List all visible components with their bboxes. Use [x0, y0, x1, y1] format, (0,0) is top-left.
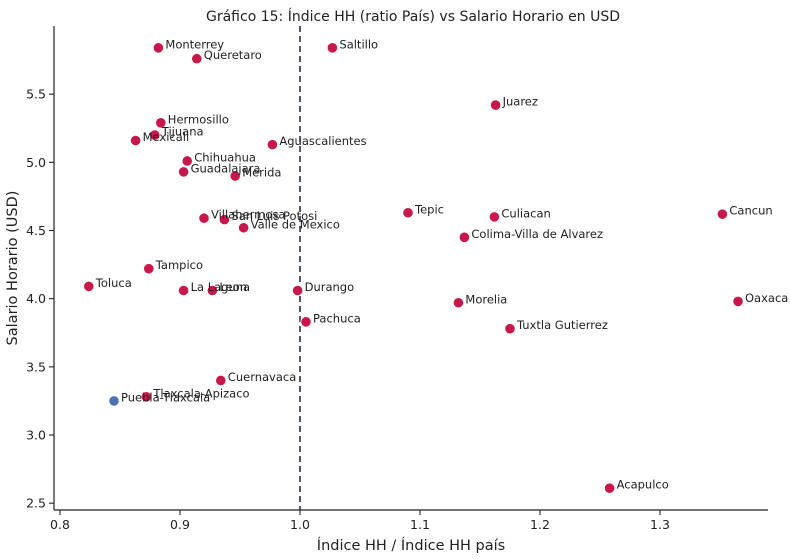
point-tlaxcala-apizaco — [140, 391, 152, 403]
point-valle-de-mexico — [238, 222, 250, 234]
point-puebla-tlaxcala — [108, 395, 120, 407]
point-chihuahua — [181, 155, 193, 167]
point-saltillo — [326, 42, 338, 54]
point-label-acapulco: Acapulco — [617, 478, 669, 492]
points-layer — [83, 42, 744, 494]
point-tuxtla-gutierrez — [504, 323, 516, 335]
point-villahermosa — [198, 212, 210, 224]
y-tick-label: 5.0 — [26, 155, 46, 170]
y-tick-label: 4.5 — [26, 223, 46, 238]
point-pachuca — [300, 316, 312, 328]
y-ticks: 2.5 3.0 3.5 4.0 4.5 5.0 5.5 — [26, 87, 54, 511]
point-monterrey — [152, 42, 164, 54]
point-juarez — [489, 99, 502, 111]
point-label-cuernavaca: Cuernavaca — [228, 370, 296, 384]
point-label-tepic: Tepic — [414, 202, 444, 216]
point-acapulco — [603, 482, 616, 494]
chart-title: Gráfico 15: Índice HH (ratio País) vs Sa… — [206, 8, 620, 25]
point-queretaro — [191, 53, 203, 65]
y-tick-label: 3.0 — [26, 428, 46, 443]
point-durango — [291, 284, 304, 297]
point-label-chihuahua: Chihuahua — [194, 150, 256, 164]
x-ticks: 0.8 0.9 1.0 1.1 1.2 1.3 — [50, 510, 670, 532]
y-tick-label: 2.5 — [26, 496, 46, 511]
point-la-laguna — [178, 284, 190, 297]
x-tick-label: 0.9 — [170, 517, 190, 532]
x-tick-label: 0.8 — [50, 517, 70, 532]
point-tampico — [143, 263, 155, 275]
point-leon — [206, 284, 218, 297]
point-label-merida: Merida — [242, 165, 281, 179]
point-label-pachuca: Pachuca — [313, 311, 361, 325]
point-label-tijuana: Tijuana — [161, 125, 204, 139]
point-label-colima-villa-de-alvarez: Colima-Villa de Alvarez — [471, 227, 603, 241]
point-tepic — [402, 207, 414, 219]
y-tick-label: 4.0 — [26, 291, 46, 306]
x-tick-label: 1.0 — [290, 517, 310, 532]
point-label-juarez: Juarez — [502, 95, 538, 109]
y-tick-label: 5.5 — [26, 87, 46, 102]
x-axis-title: Índice HH / Índice HH país — [317, 537, 505, 554]
point-mexicali — [130, 134, 142, 147]
point-guadalajara — [178, 166, 190, 178]
point-label-hermosillo: Hermosillo — [168, 112, 229, 126]
point-hermosillo — [155, 117, 167, 129]
x-tick-label: 1.1 — [410, 517, 430, 532]
point-tijuana — [149, 129, 161, 141]
point-oaxaca — [732, 295, 744, 308]
point-label-guadalajara: Guadalajara — [191, 161, 261, 175]
point-label-oaxaca: Oaxaca — [745, 291, 788, 305]
y-axis-title: Salario Horario (USD) — [5, 191, 21, 346]
point-label-leon: Leon — [219, 280, 247, 294]
point-aguascalientes — [266, 139, 278, 151]
point-colima-villa-de-alvarez — [458, 231, 470, 243]
point-culiacan — [488, 211, 500, 223]
point-label-toluca: Toluca — [95, 276, 132, 290]
point-label-san-luis-potosi: San Luis Potosi — [231, 209, 317, 223]
point-label-durango: Durango — [305, 280, 355, 294]
point-label-puebla-tlaxcala: Puebla-Tlaxcala — [121, 390, 210, 404]
point-toluca — [83, 280, 95, 293]
point-label-culiacan: Culiacan — [501, 206, 550, 220]
point-cancun — [716, 208, 729, 220]
point-label-tampico: Tampico — [155, 258, 203, 272]
point-label-saltillo: Saltillo — [339, 37, 378, 51]
x-tick-label: 1.3 — [650, 517, 670, 532]
point-morelia — [452, 297, 464, 309]
point-label-morelia: Morelia — [465, 292, 507, 306]
point-label-cancun: Cancun — [729, 204, 772, 218]
y-tick-label: 3.5 — [26, 359, 46, 374]
point-label-queretaro: Queretaro — [204, 48, 262, 62]
point-cuernavaca — [215, 374, 227, 387]
point-label-tuxtla-gutierrez: Tuxtla Gutierrez — [516, 318, 608, 332]
point-label-mexicali: Mexicali — [143, 130, 190, 144]
point-label-aguascalientes: Aguascalientes — [279, 134, 366, 148]
point-label-villahermosa: Villahermosa — [211, 208, 285, 222]
point-label-tlaxcala-apizaco: Tlaxcala-Apizaco — [152, 386, 249, 400]
point-label-monterrey: Monterrey — [165, 37, 224, 51]
point-label-la-laguna: La Laguna — [191, 280, 251, 294]
x-tick-label: 1.2 — [530, 517, 550, 532]
point-merida — [229, 170, 241, 182]
point-label-valle-de-mexico: Valle de Mexico — [251, 217, 340, 231]
point-san-luis-potosi — [218, 214, 230, 226]
